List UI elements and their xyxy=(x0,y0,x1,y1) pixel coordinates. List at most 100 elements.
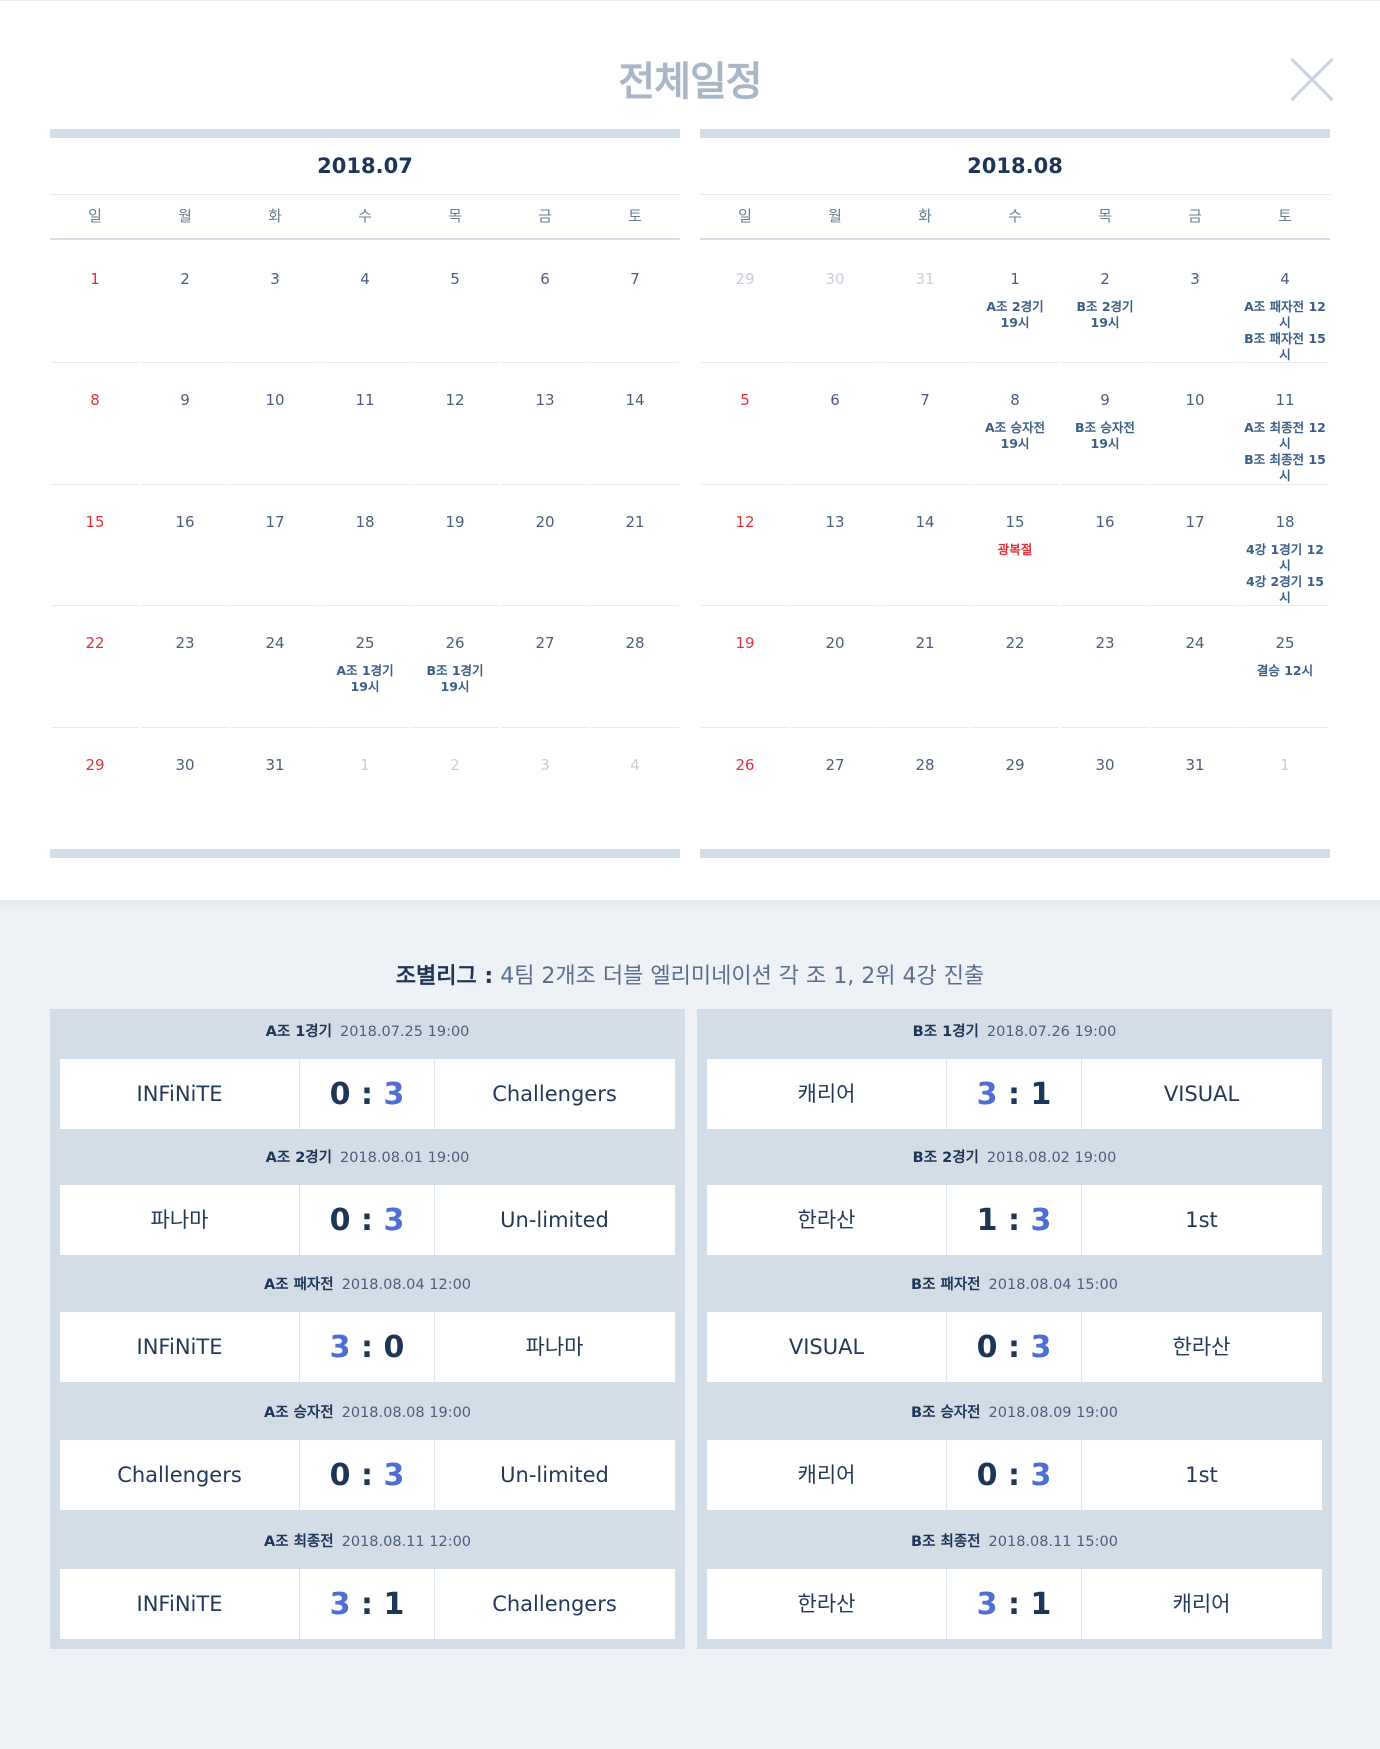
calendar-day[interactable]: 30 xyxy=(1061,728,1149,849)
calendar-day[interactable]: 18 4강 1경기 12시 4강 2경기 15시 xyxy=(1241,485,1329,607)
calendar-day[interactable]: 29 xyxy=(701,242,789,364)
calendar-day[interactable]: 31 xyxy=(881,242,969,364)
calendar-bottom-bar xyxy=(700,848,1330,858)
calendar-day[interactable]: 15 xyxy=(51,485,139,607)
calendar-day[interactable]: 24 xyxy=(231,606,319,728)
calendar-day[interactable]: 6 xyxy=(791,363,879,485)
calendar-day[interactable]: 11 xyxy=(321,363,409,485)
calendar-day[interactable]: 17 xyxy=(1151,485,1239,607)
calendar-day[interactable]: 16 xyxy=(141,485,229,607)
calendar-day[interactable]: 1 xyxy=(51,242,139,364)
calendar-day[interactable]: 30 xyxy=(791,242,879,364)
day-event: A조 2경기 19시 xyxy=(986,299,1044,330)
calendar-day[interactable]: 20 xyxy=(501,485,589,607)
match-card: A조 패자전 2018.08.04 12:00 INFiNiTE 3 : 0 파나마 xyxy=(50,1262,685,1392)
away-score: 3 xyxy=(1030,1458,1052,1493)
calendar-day[interactable]: 22 xyxy=(51,606,139,728)
calendar-day[interactable]: 23 xyxy=(141,606,229,728)
match-card: A조 1경기 2018.07.25 19:00 INFiNiTE 0 : 3 Chall… xyxy=(50,1009,685,1139)
away-score: 0 xyxy=(383,1330,405,1365)
calendar-day[interactable]: 8 A조 승자전 19시 xyxy=(971,363,1059,485)
calendar-day[interactable]: 10 xyxy=(1151,363,1239,485)
calendar-day[interactable]: 2 B조 2경기 19시 xyxy=(1061,242,1149,364)
calendar-day[interactable]: 4 xyxy=(591,728,679,849)
home-team: 캐리어 xyxy=(797,1463,856,1487)
calendar-day[interactable]: 4 A조 패자전 12시 B조 패자전 15시 xyxy=(1241,242,1329,364)
calendar-day[interactable]: 24 xyxy=(1151,606,1239,728)
calendar-day[interactable]: 6 xyxy=(501,242,589,364)
calendar-day[interactable]: 21 xyxy=(591,485,679,607)
calendar-day[interactable]: 5 xyxy=(701,363,789,485)
calendar-day[interactable]: 27 xyxy=(501,606,589,728)
calendar-day[interactable]: 26 B조 1경기 19시 xyxy=(411,606,499,728)
weekday-label: 토 xyxy=(1278,207,1292,225)
calendar-day[interactable]: 9 B조 승자전 19시 xyxy=(1061,363,1149,485)
calendar-day[interactable]: 1 xyxy=(1241,728,1329,849)
home-team: INFiNiTE xyxy=(136,1592,223,1616)
calendar-day[interactable]: 31 xyxy=(231,728,319,849)
day-number: 24 xyxy=(265,634,285,653)
calendar-day[interactable]: 18 xyxy=(321,485,409,607)
calendar-day[interactable]: 25 A조 1경기 19시 xyxy=(321,606,409,728)
day-number: 20 xyxy=(825,634,845,653)
match-date: 2018.08.04 12:00 xyxy=(341,1277,472,1293)
calendar-day[interactable]: 2 xyxy=(411,728,499,849)
calendar-day[interactable]: 14 xyxy=(881,485,969,607)
match-name: B조 승자전 xyxy=(911,1405,981,1421)
home-score: 0 xyxy=(329,1203,351,1238)
day-event: B조 1경기 19시 xyxy=(426,663,484,695)
calendar-day[interactable]: 27 xyxy=(791,728,879,849)
home-team: 캐리어 xyxy=(797,1082,856,1106)
match-score: 1 : 3 xyxy=(946,1185,1082,1255)
calendar-day[interactable]: 29 xyxy=(971,728,1059,849)
calendar-day[interactable]: 9 xyxy=(141,363,229,485)
calendar-day[interactable]: 17 xyxy=(231,485,319,607)
calendar-day[interactable]: 1 A조 2경기 19시 xyxy=(971,242,1059,364)
calendar-day[interactable]: 31 xyxy=(1151,728,1239,849)
calendar-day[interactable]: 11 A조 최종전 12시 B조 최종전 15시 xyxy=(1241,363,1329,485)
calendar-day[interactable]: 3 xyxy=(231,242,319,364)
away-score: 1 xyxy=(1030,1587,1052,1622)
calendar-day[interactable]: 8 xyxy=(51,363,139,485)
calendar-day[interactable]: 25 결승 12시 xyxy=(1241,606,1329,728)
calendar-day[interactable]: 13 xyxy=(501,363,589,485)
calendar-day[interactable]: 30 xyxy=(141,728,229,849)
calendar-day[interactable]: 3 xyxy=(1151,242,1239,364)
calendar-day[interactable]: 23 xyxy=(1061,606,1149,728)
day-number: 12 xyxy=(735,512,755,531)
day-number: 9 xyxy=(180,391,190,410)
calendar-day[interactable]: 12 xyxy=(701,485,789,607)
calendar-day[interactable]: 19 xyxy=(411,485,499,607)
day-number: 16 xyxy=(175,512,195,531)
match-date: 2018.08.04 15:00 xyxy=(988,1277,1118,1293)
calendar-day[interactable]: 28 xyxy=(591,606,679,728)
calendar-day[interactable]: 3 xyxy=(501,728,589,849)
match-card: A조 최종전 2018.08.11 12:00 INFiNiTE 3 : 1 Chall… xyxy=(50,1519,685,1649)
calendar-day[interactable]: 21 xyxy=(881,606,969,728)
calendar-day[interactable]: 14 xyxy=(591,363,679,485)
calendar-day[interactable]: 4 xyxy=(321,242,409,364)
calendar-day[interactable]: 28 xyxy=(881,728,969,849)
calendar-day[interactable]: 20 xyxy=(791,606,879,728)
match-score: 0 : 3 xyxy=(946,1312,1082,1382)
day-number: 30 xyxy=(175,755,195,774)
away-score: 3 xyxy=(1030,1330,1052,1365)
calendar-day[interactable]: 12 xyxy=(411,363,499,485)
calendar-day[interactable]: 2 xyxy=(141,242,229,364)
calendar-day[interactable]: 7 xyxy=(881,363,969,485)
calendar-day[interactable]: 29 xyxy=(51,728,139,849)
calendar-day[interactable]: 7 xyxy=(591,242,679,364)
day-event: 결승 12시 xyxy=(1256,663,1314,679)
calendar-day[interactable]: 5 xyxy=(411,242,499,364)
calendar-day[interactable]: 22 xyxy=(971,606,1059,728)
calendar-day[interactable]: 19 xyxy=(701,606,789,728)
calendar-day[interactable]: 10 xyxy=(231,363,319,485)
day-number: 9 xyxy=(1100,391,1110,410)
calendar-day[interactable]: 15 광복절 xyxy=(971,485,1059,607)
day-number: 19 xyxy=(445,512,465,531)
calendar-day[interactable]: 1 xyxy=(321,728,409,849)
calendar-day[interactable]: 16 xyxy=(1061,485,1149,607)
calendar-day[interactable]: 26 xyxy=(701,728,789,849)
close-icon[interactable] xyxy=(1290,57,1334,101)
calendar-day[interactable]: 13 xyxy=(791,485,879,607)
